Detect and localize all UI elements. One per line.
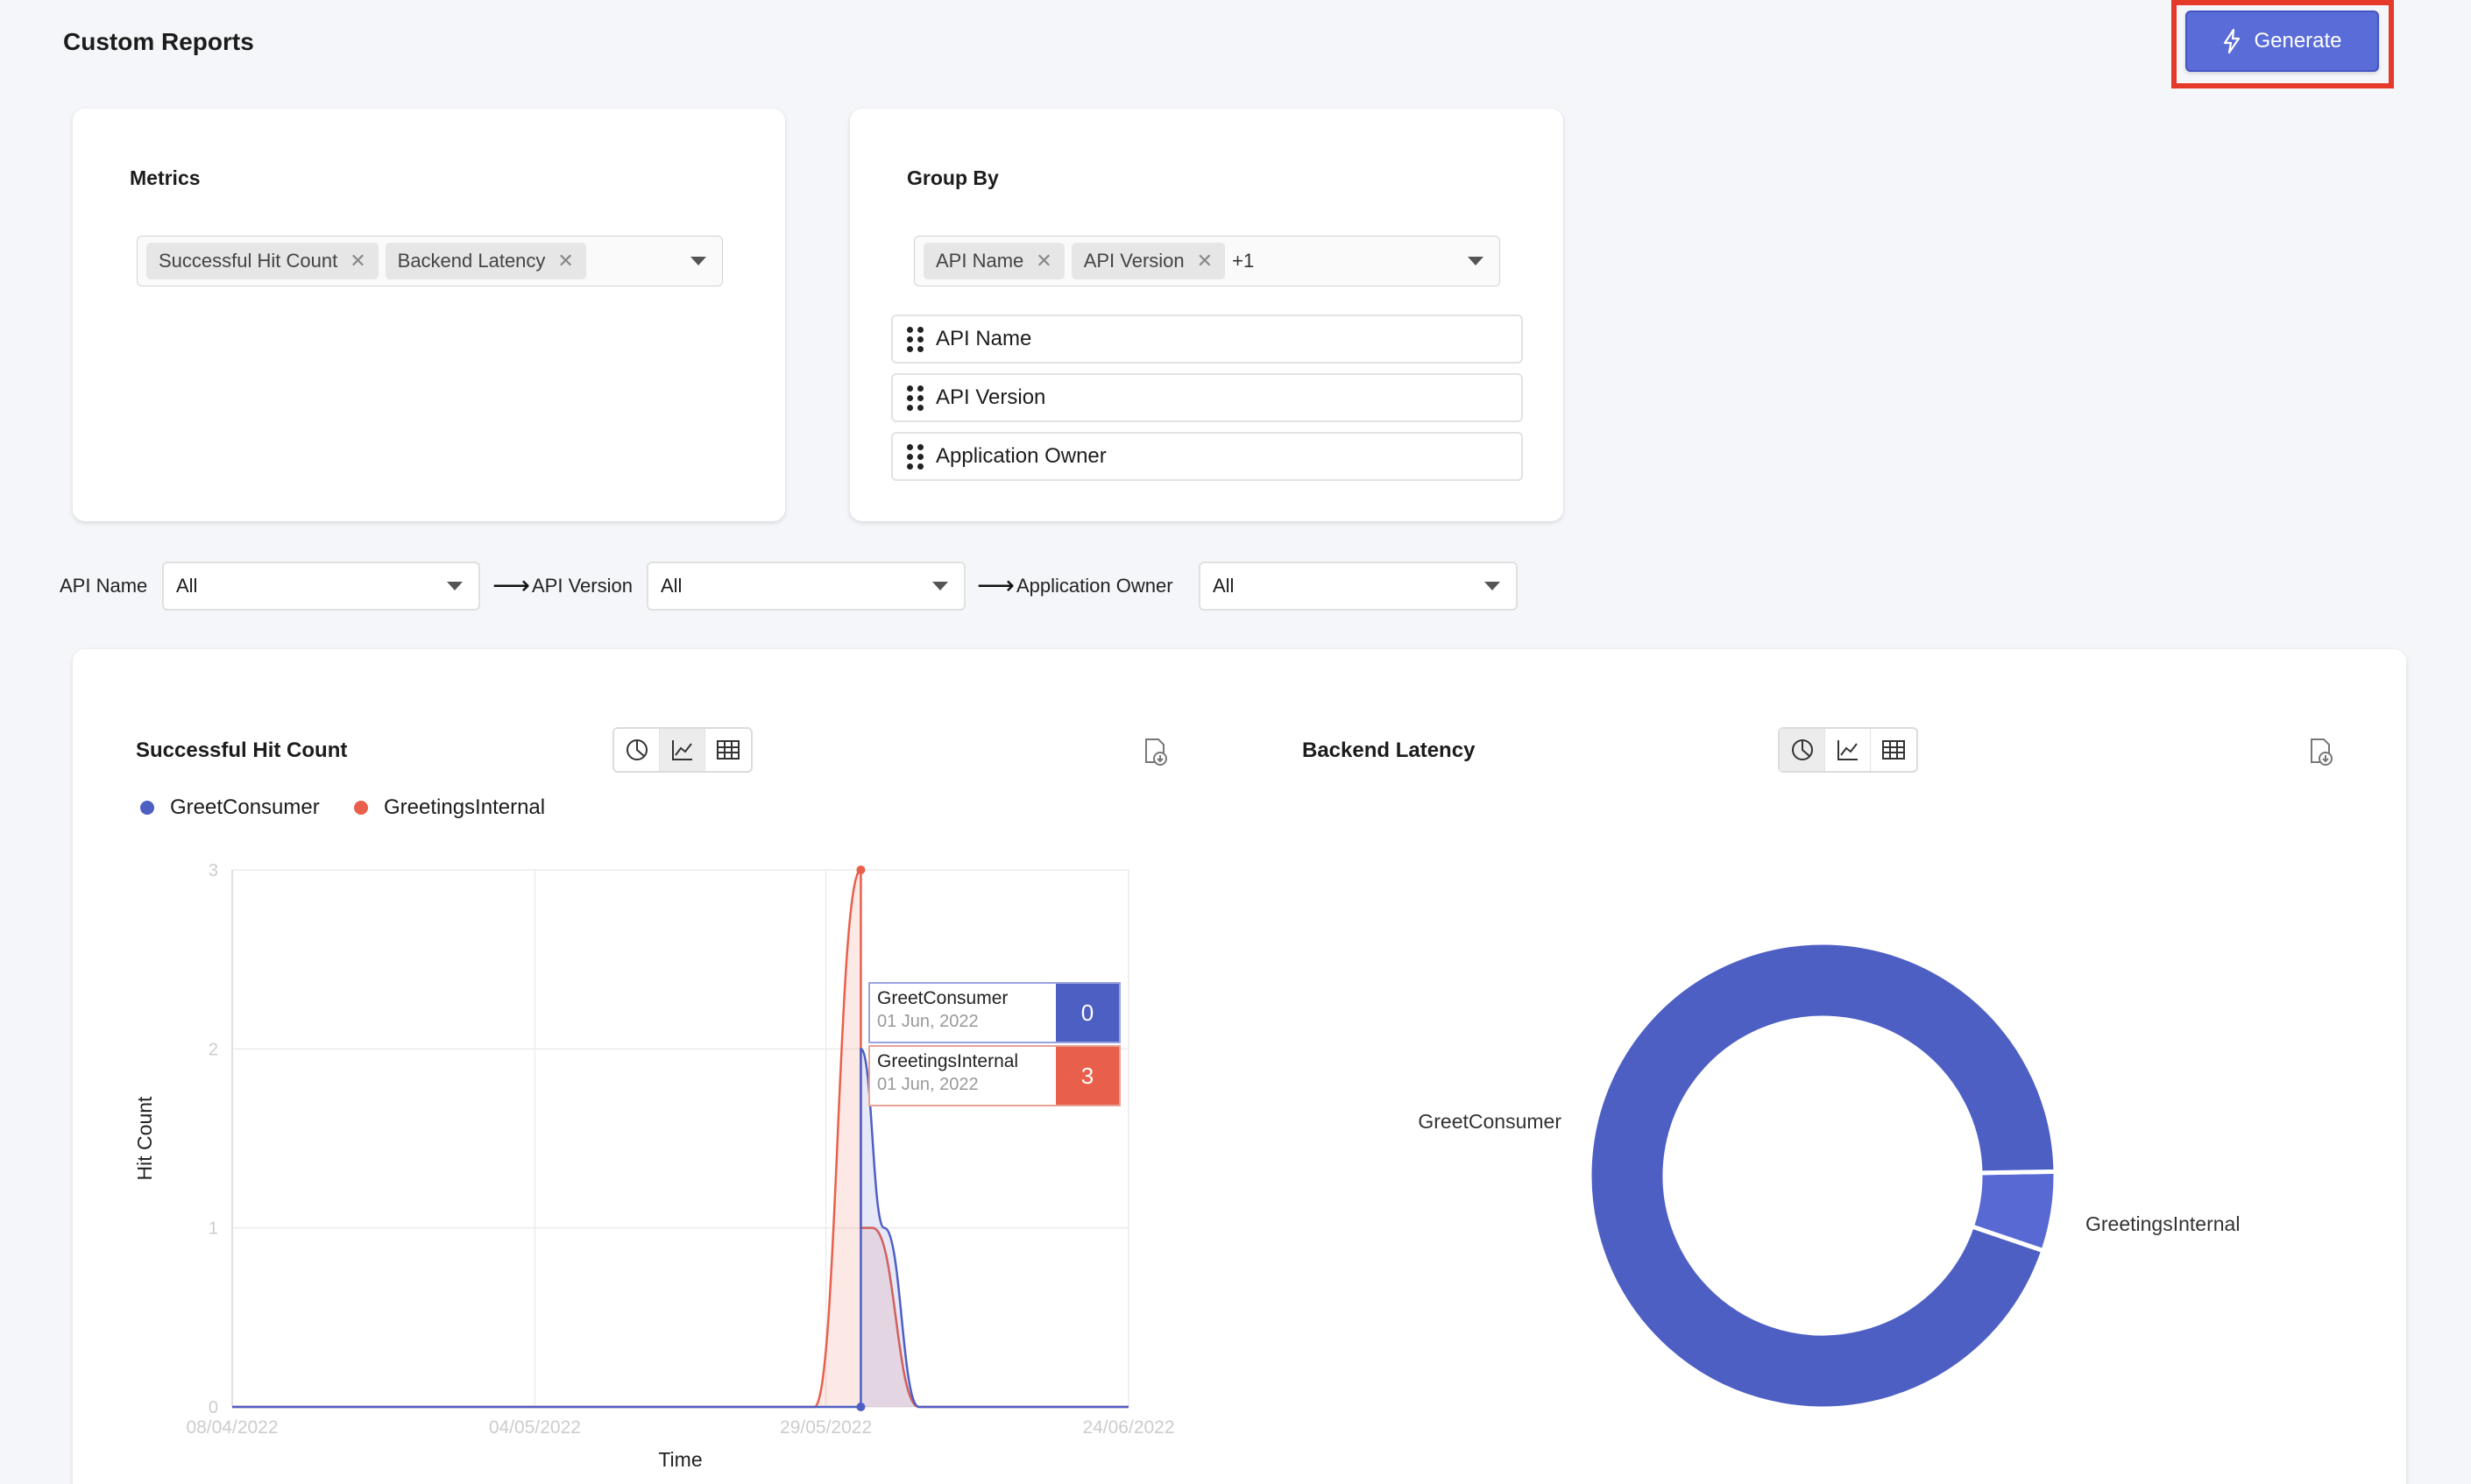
pie-view-button[interactable]	[614, 729, 660, 771]
y-tick-label: 3	[209, 861, 218, 880]
tooltip-row: GreetingsInternal 01 Jun, 2022 3	[868, 1045, 1121, 1106]
group-chip-label: API Version	[1083, 250, 1185, 272]
legend-dot	[354, 801, 368, 815]
remove-icon[interactable]: ✕	[1036, 250, 1052, 272]
metric-chip-label: Successful Hit Count	[159, 250, 338, 272]
more-count: +1	[1232, 250, 1255, 272]
tooltip-value: 3	[1056, 1047, 1119, 1105]
filter-value: All	[176, 575, 198, 597]
line-chart-icon	[1837, 740, 1858, 760]
arrow-right-icon: ⟶	[492, 571, 531, 600]
y-tick-label: 2	[209, 1040, 218, 1059]
group-chip: API Version ✕	[1071, 243, 1226, 279]
legend-dot	[140, 801, 154, 815]
drag-handle-icon[interactable]	[907, 443, 924, 470]
data-point[interactable]	[856, 1403, 866, 1411]
api-name-filter[interactable]: All	[162, 562, 480, 611]
tooltip-series-name: GreetingsInternal	[877, 1051, 1019, 1071]
tooltip-date: 01 Jun, 2022	[877, 1012, 979, 1031]
tooltip-date: 01 Jun, 2022	[877, 1075, 979, 1094]
generate-button-highlight	[2171, 0, 2394, 88]
pie-chart-icon	[626, 739, 648, 760]
filter-value: All	[1213, 575, 1235, 597]
filter-label: API Name	[60, 575, 148, 597]
chevron-down-icon[interactable]	[1468, 257, 1483, 265]
metrics-card: Metrics Successful Hit Count ✕ Backend L…	[73, 109, 785, 521]
lightning-icon	[2224, 29, 2241, 53]
group-by-label: Group By	[907, 166, 999, 189]
group-order-label: API Version	[936, 385, 1046, 409]
metric-chip-label: Backend Latency	[397, 250, 546, 272]
legend-label: GreetConsumer	[170, 795, 320, 819]
filter-value: All	[661, 575, 683, 597]
hit-count-chart: 0 1 2 3 08/04/2022 04/05/2022 29/05/2022 24/06/…	[133, 861, 1175, 1471]
download-report-icon[interactable]	[1141, 738, 1169, 770]
slice-label: GreetConsumer	[1418, 1110, 1561, 1133]
table-icon	[1882, 740, 1905, 760]
drag-handle-icon[interactable]	[907, 326, 924, 352]
series-area	[232, 870, 1129, 1407]
group-order-label: API Name	[936, 327, 1032, 350]
generate-button-label: Generate	[2254, 29, 2342, 53]
slice-label: GreetingsInternal	[2085, 1212, 2240, 1235]
chevron-down-icon	[932, 582, 948, 590]
line-view-button[interactable]	[660, 729, 705, 771]
pie-chart-icon	[1791, 739, 1813, 760]
download-report-icon[interactable]	[2306, 738, 2334, 770]
metric-chip: Backend Latency ✕	[385, 243, 586, 279]
chevron-down-icon[interactable]	[690, 257, 706, 265]
generate-button[interactable]: Generate	[2185, 11, 2379, 72]
metrics-select[interactable]: Successful Hit Count ✕ Backend Latency ✕	[137, 236, 723, 286]
group-order-item[interactable]: Application Owner	[891, 432, 1523, 481]
metrics-label: Metrics	[130, 166, 201, 189]
api-version-filter[interactable]: All	[647, 562, 966, 611]
legend-item[interactable]: GreetConsumer	[140, 795, 320, 820]
group-by-select[interactable]: API Name ✕ API Version ✕ +1	[914, 236, 1500, 286]
tooltip-row: GreetConsumer 01 Jun, 2022 0	[868, 982, 1121, 1043]
group-order-label: Application Owner	[936, 444, 1107, 468]
page-title: Custom Reports	[63, 28, 254, 55]
line-chart-icon	[671, 740, 692, 760]
application-owner-filter[interactable]: All	[1199, 562, 1518, 611]
tooltip-series-name: GreetConsumer	[877, 988, 1009, 1008]
group-chip-label: API Name	[936, 250, 1024, 272]
line-chart-view-toggle	[612, 727, 753, 773]
x-axis-label: Time	[658, 1448, 702, 1471]
table-icon	[717, 740, 740, 760]
group-order-item[interactable]: API Name	[891, 314, 1523, 364]
remove-icon[interactable]: ✕	[1196, 250, 1214, 272]
pie-slice[interactable]	[1587, 940, 2058, 1411]
group-order-item[interactable]: API Version	[891, 373, 1523, 422]
filter-label: API Version	[532, 575, 633, 597]
y-tick-label: 0	[209, 1398, 218, 1417]
legend-item[interactable]: GreetingsInternal	[354, 795, 545, 820]
line-view-button[interactable]	[1825, 729, 1871, 771]
legend-label: GreetingsInternal	[384, 795, 546, 819]
metric-chip: Successful Hit Count ✕	[146, 243, 379, 279]
y-tick-label: 1	[209, 1219, 218, 1239]
data-point[interactable]	[856, 866, 866, 874]
filter-label: Application Owner	[1016, 575, 1173, 597]
table-view-button[interactable]	[1871, 729, 1916, 771]
x-tick-label: 29/05/2022	[780, 1417, 872, 1438]
chevron-down-icon	[1484, 582, 1500, 590]
drag-handle-icon[interactable]	[907, 385, 924, 411]
series-line[interactable]	[232, 868, 1129, 1409]
backend-latency-chart: GreetConsumer GreetingsInternal	[1418, 940, 2240, 1411]
tooltip-value: 0	[1056, 984, 1119, 1042]
table-view-button[interactable]	[705, 729, 751, 771]
pie-chart-title: Backend Latency	[1302, 738, 1476, 762]
remove-icon[interactable]: ✕	[557, 250, 574, 272]
x-tick-label: 24/06/2022	[1082, 1417, 1174, 1438]
x-tick-label: 04/05/2022	[489, 1417, 581, 1438]
line-chart-title: Successful Hit Count	[136, 738, 348, 762]
pie-chart-view-toggle	[1778, 727, 1918, 773]
chevron-down-icon	[447, 582, 463, 590]
y-axis-label: Hit Count	[133, 1096, 156, 1180]
pie-view-button[interactable]	[1780, 729, 1825, 771]
remove-icon[interactable]: ✕	[350, 250, 366, 272]
group-chip: API Name ✕	[924, 243, 1065, 279]
arrow-right-icon: ⟶	[977, 571, 1016, 600]
x-tick-label: 08/04/2022	[186, 1417, 278, 1438]
